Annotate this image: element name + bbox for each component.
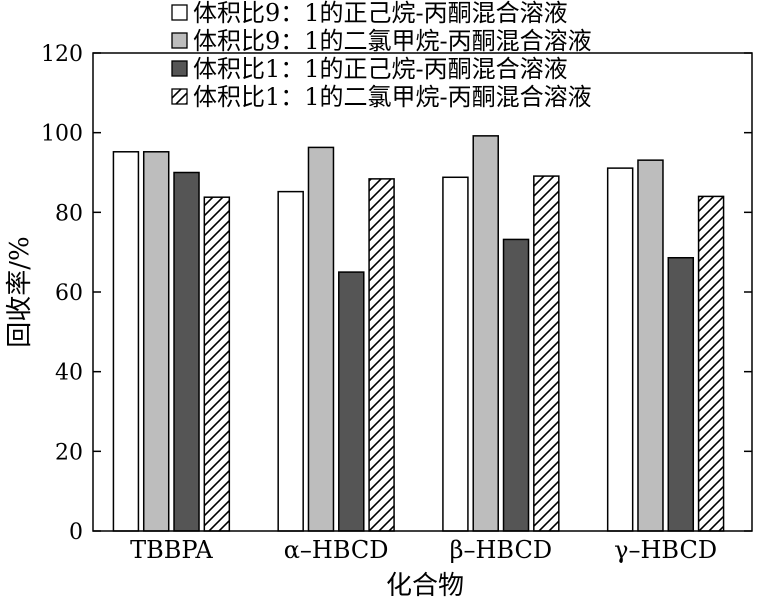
y-tick-label: 100 <box>41 122 83 147</box>
bar-1-1 <box>112 151 140 532</box>
bar-4-2 <box>368 178 395 532</box>
y-tick-label: 80 <box>55 201 83 226</box>
legend-label-4: 体积比1：1的二氯甲烷-丙酮混合溶液 <box>193 83 592 111</box>
y-tick-label: 40 <box>55 361 83 386</box>
legend-swatch-4 <box>171 88 188 105</box>
legend-label-3: 体积比1：1的正己烷-丙酮混合溶液 <box>193 55 568 83</box>
bar-4-1 <box>203 196 231 532</box>
legend-swatch-3 <box>171 60 188 77</box>
bar-2-1 <box>142 151 170 532</box>
bar-1-3 <box>442 176 469 532</box>
legend-swatch-1 <box>171 4 188 21</box>
bar-3-1 <box>173 171 200 532</box>
bar-2-3 <box>472 135 499 532</box>
legend: 体积比9：1的正己烷-丙酮混合溶液体积比9：1的二氯甲烷-丙酮混合溶液体积比1：… <box>171 0 592 111</box>
x-category-label: β–HBCD <box>450 536 553 564</box>
y-tick-label: 0 <box>69 520 83 545</box>
y-axis-title: 回收率/% <box>5 236 35 347</box>
x-category-label: γ–HBCD <box>614 536 717 564</box>
x-category-labels: TBBPA α–HBCD β–HBCD γ–HBCD <box>130 536 717 564</box>
legend-swatch-2 <box>171 32 188 49</box>
bar-3-2 <box>338 271 365 532</box>
bars-layer <box>112 135 725 532</box>
x-category-label: α–HBCD <box>284 536 389 564</box>
bar-4-3 <box>533 175 560 532</box>
bar-1-2 <box>277 190 304 532</box>
y-tick-label: 120 <box>41 42 83 67</box>
y-tick-label: 20 <box>55 440 83 465</box>
bar-2-4 <box>637 159 664 532</box>
x-axis-title: 化合物 <box>386 571 464 601</box>
legend-label-1: 体积比9：1的正己烷-丙酮混合溶液 <box>193 0 568 27</box>
x-category-label: TBBPA <box>130 536 213 564</box>
legend-label-2: 体积比9：1的二氯甲烷-丙酮混合溶液 <box>193 27 592 55</box>
y-ticks: 0 20 40 60 80 100 120 <box>41 42 752 545</box>
bar-3-4 <box>667 256 695 532</box>
bar-1-4 <box>606 167 634 532</box>
y-tick-label: 60 <box>55 281 83 306</box>
bar-2-2 <box>307 146 335 532</box>
bar-3-3 <box>502 238 530 532</box>
bar-4-4 <box>697 195 725 532</box>
